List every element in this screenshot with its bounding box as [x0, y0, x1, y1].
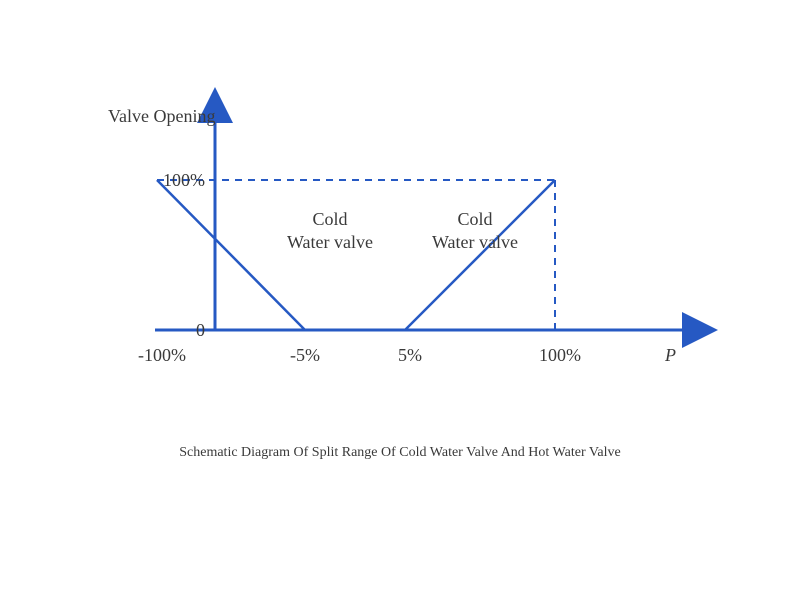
- chart-caption: Schematic Diagram Of Split Range Of Cold…: [0, 445, 800, 461]
- chart-container: Valve Opening 100% 0 -100% -5% 5% 100% P…: [0, 0, 800, 600]
- series-label-left: Cold Water valve: [275, 208, 385, 253]
- x-tick-neg100: -100%: [127, 345, 197, 366]
- series-label-left-line1: Cold Water valve: [287, 209, 373, 252]
- series-label-right-line1: Cold Water valve: [432, 209, 518, 252]
- y-axis-label: Valve Opening: [108, 106, 215, 127]
- x-tick-5: 5%: [385, 345, 435, 366]
- x-tick-100: 100%: [525, 345, 595, 366]
- x-tick-neg5: -5%: [280, 345, 330, 366]
- y-tick-0: 0: [175, 320, 205, 341]
- series-cold-water-left: [157, 180, 305, 330]
- series-cold-water-right: [405, 180, 555, 330]
- series-label-right: Cold Water valve: [420, 208, 530, 253]
- chart-svg: [0, 0, 800, 600]
- y-tick-100: 100%: [150, 170, 205, 191]
- x-axis-label: P: [665, 345, 676, 366]
